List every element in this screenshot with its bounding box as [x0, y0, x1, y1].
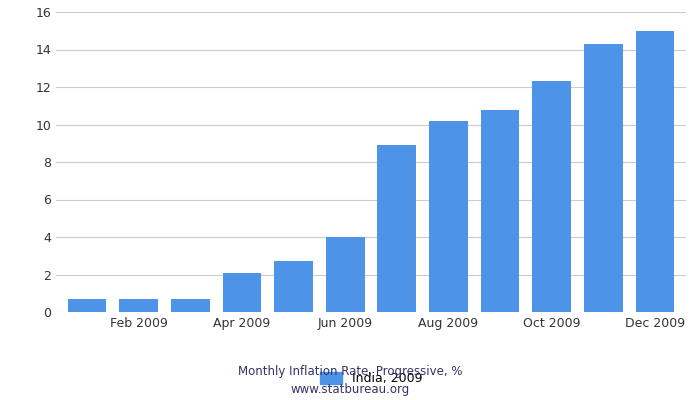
- Bar: [274, 261, 313, 312]
- Bar: [636, 31, 674, 312]
- Bar: [584, 44, 623, 312]
- Bar: [429, 121, 468, 312]
- Bar: [119, 299, 158, 312]
- Bar: [533, 81, 571, 312]
- Bar: [326, 237, 365, 312]
- Bar: [68, 299, 106, 312]
- Bar: [377, 145, 416, 312]
- Bar: [223, 273, 261, 312]
- Bar: [171, 299, 209, 312]
- Text: Monthly Inflation Rate, Progressive, %: Monthly Inflation Rate, Progressive, %: [238, 365, 462, 378]
- Text: www.statbureau.org: www.statbureau.org: [290, 384, 410, 396]
- Legend: India, 2009: India, 2009: [319, 372, 423, 385]
- Bar: [481, 110, 519, 312]
